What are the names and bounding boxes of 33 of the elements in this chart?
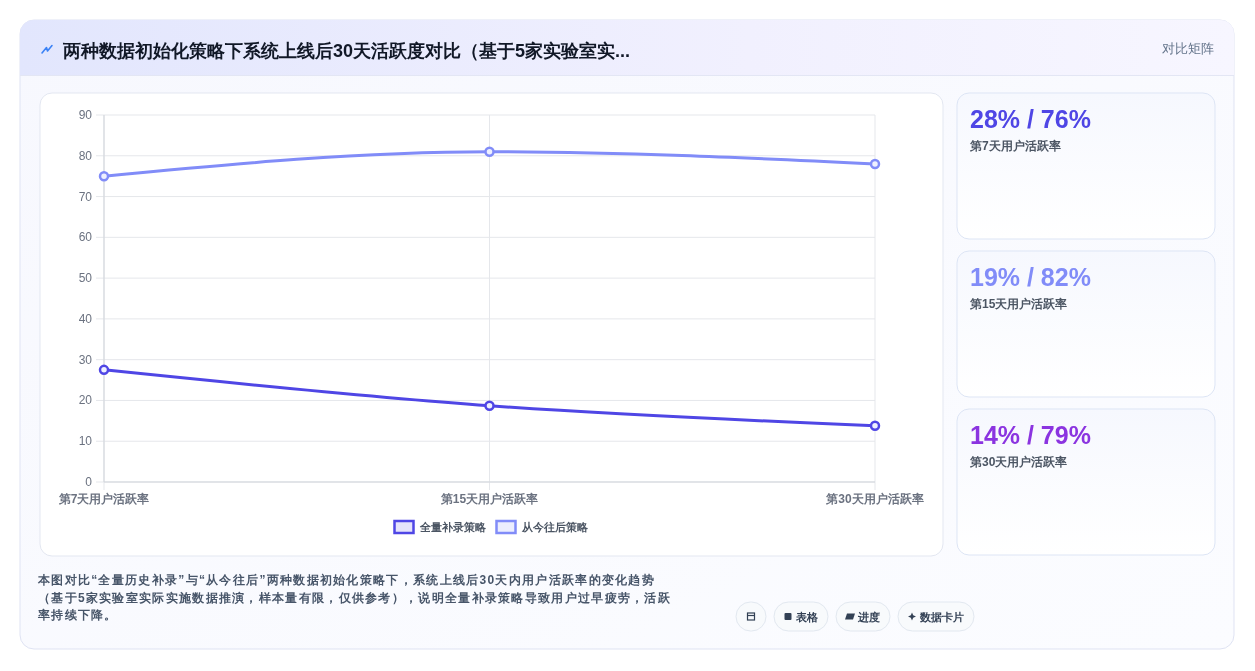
text: 28% / 76% <box>970 105 1091 133</box>
y-tick-label: 10 <box>78 434 93 449</box>
y-tick-label: 30 <box>78 352 93 367</box>
y-tick-label: 60 <box>78 230 93 245</box>
text: 第15天用户活跃率 <box>969 297 1068 311</box>
y-tick-label: 20 <box>78 393 93 408</box>
point <box>869 420 881 431</box>
legend-label: 全量补录策略 <box>418 521 487 533</box>
text: 14% / 79% <box>970 421 1091 449</box>
text: 数据卡片 <box>919 610 964 623</box>
text: 本图对比“全量历史补录”与“从今往后”两种数据初始化策略下，系统上线后30天内用户活跃率的变化趋势（基于5家实验室实际实施数据推演，样本量有限，仅供参考），说明全量补录策略导致用户过早疲劳，活跃率持续下降。 <box>38 572 673 624</box>
y-tick-label: 40 <box>78 311 93 326</box>
x-tick-label: 第30天用户活跃率 <box>825 492 924 506</box>
text: 表格 <box>795 610 819 623</box>
legend-label: 从今往后策略 <box>520 521 589 533</box>
text: 19% / 82% <box>970 263 1091 291</box>
text: 进度 <box>857 610 880 623</box>
y-tick-label: 80 <box>78 148 93 163</box>
text: 第7天用户活跃率 <box>969 139 1061 153</box>
y-tick-label: 70 <box>78 189 93 204</box>
chart-title: 两种数据初始化策略下系统上线后30天活跃度对比（基于5家实验室实... <box>62 41 631 61</box>
point <box>98 170 110 182</box>
point <box>484 146 495 157</box>
x-tick-label: 第15天用户活跃率 <box>439 492 539 506</box>
point <box>98 364 110 376</box>
y-tick-label: 0 <box>85 475 93 489</box>
point <box>869 158 881 170</box>
point <box>484 400 495 411</box>
y-tick-label: 90 <box>78 108 93 122</box>
text: 第30天用户活跃率 <box>969 455 1068 469</box>
y-tick-label: 50 <box>78 271 93 286</box>
x-tick-label: 第7天用户活跃率 <box>57 492 150 506</box>
text: 对比矩阵 <box>1162 41 1214 56</box>
